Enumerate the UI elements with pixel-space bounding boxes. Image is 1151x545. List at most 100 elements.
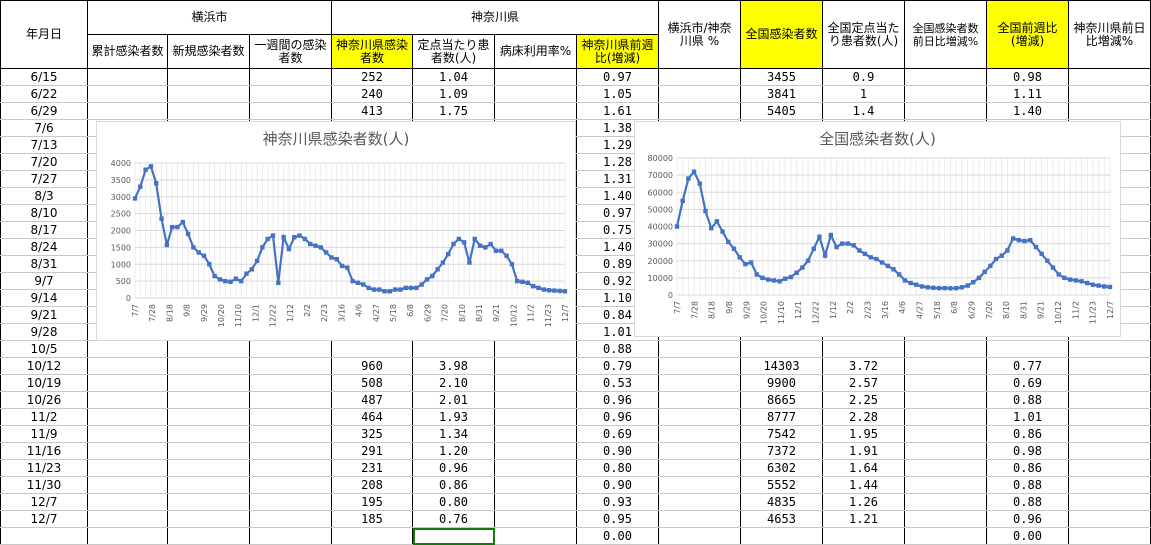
- cell-national-dod[interactable]: [904, 85, 987, 103]
- cell-bed-rate[interactable]: [494, 68, 577, 86]
- cell-weekly[interactable]: [249, 425, 332, 443]
- cell-kanagawa-dod[interactable]: [1068, 357, 1151, 375]
- cell-date[interactable]: 9/14: [0, 289, 88, 307]
- cell-kanagawa-wow[interactable]: 0.95: [576, 510, 659, 528]
- chart-kanagawa[interactable]: 神奈川県感染者数(人) 0 500 1000 1500 2000 2500 3000 3500…: [96, 121, 576, 341]
- cell-kanagawa-cases[interactable]: 413: [331, 102, 413, 120]
- cell-date[interactable]: 10/12: [0, 357, 88, 375]
- cell-kanagawa-dod[interactable]: [1068, 68, 1151, 86]
- cell-yoko-kana-pct[interactable]: [658, 68, 741, 86]
- cell-kanagawa-wow[interactable]: 0.90: [576, 442, 659, 460]
- cell-cumulative[interactable]: [87, 442, 168, 460]
- cell-national-dod[interactable]: [904, 493, 987, 511]
- cell-national-cases[interactable]: 3841: [740, 85, 823, 103]
- cell-date[interactable]: 7/27: [0, 170, 88, 188]
- cell-new-cases[interactable]: [167, 85, 250, 103]
- cell-national-wow[interactable]: 1.01: [986, 408, 1069, 426]
- cell-yoko-kana-pct[interactable]: [658, 374, 741, 392]
- cell-new-cases[interactable]: [167, 374, 250, 392]
- cell-per-site[interactable]: 0.96: [412, 459, 495, 477]
- cell-national-wow[interactable]: 0.86: [986, 425, 1069, 443]
- cell-weekly[interactable]: [249, 374, 332, 392]
- cell-per-site[interactable]: 2.01: [412, 391, 495, 409]
- cell-bed-rate[interactable]: [494, 391, 577, 409]
- header-new-cases[interactable]: 新規感染者数: [167, 34, 250, 69]
- cell-yoko-kana-pct[interactable]: [658, 442, 741, 460]
- cell-yoko-kana-pct[interactable]: [658, 493, 741, 511]
- cell-per-site[interactable]: 1.20: [412, 442, 495, 460]
- cell-weekly[interactable]: [249, 442, 332, 460]
- cell-new-cases[interactable]: [167, 391, 250, 409]
- cell-new-cases[interactable]: [167, 493, 250, 511]
- cell-date[interactable]: 6/15: [0, 68, 88, 86]
- cell-national-dod[interactable]: [904, 102, 987, 120]
- cell-yoko-kana-pct[interactable]: [658, 357, 741, 375]
- header-kanagawa[interactable]: 神奈川県: [331, 0, 659, 35]
- cell-per-site[interactable]: [412, 340, 495, 358]
- cell-cumulative[interactable]: [87, 493, 168, 511]
- cell-national-cases[interactable]: 7372: [740, 442, 823, 460]
- cell-kanagawa-wow[interactable]: 0.79: [576, 357, 659, 375]
- cell-new-cases[interactable]: [167, 68, 250, 86]
- cell-bed-rate[interactable]: [494, 374, 577, 392]
- cell-cumulative[interactable]: [87, 391, 168, 409]
- cell-national-wow[interactable]: 0.77: [986, 357, 1069, 375]
- cell-date[interactable]: 10/19: [0, 374, 88, 392]
- cell-national-cases[interactable]: 4653: [740, 510, 823, 528]
- cell-kanagawa-dod[interactable]: [1068, 374, 1151, 392]
- cell-new-cases[interactable]: [167, 459, 250, 477]
- cell-new-cases[interactable]: [167, 408, 250, 426]
- cell-per-site[interactable]: 0.86: [412, 476, 495, 494]
- cell-kanagawa-dod[interactable]: [1068, 442, 1151, 460]
- cell-national-dod[interactable]: [904, 510, 987, 528]
- cell-kanagawa-cases[interactable]: 208: [331, 476, 413, 494]
- cell-date[interactable]: 12/7: [0, 510, 88, 528]
- header-national-dod[interactable]: 全国感染者数前日比増減%: [904, 0, 987, 69]
- cell-bed-rate[interactable]: [494, 408, 577, 426]
- cell-national-per-site[interactable]: 2.25: [822, 391, 905, 409]
- cell-national-dod[interactable]: [904, 476, 987, 494]
- cell-weekly[interactable]: [249, 493, 332, 511]
- cell-national-cases[interactable]: [740, 527, 823, 545]
- cell-weekly[interactable]: [249, 102, 332, 120]
- cell-bed-rate[interactable]: [494, 476, 577, 494]
- cell-national-per-site[interactable]: 1.91: [822, 442, 905, 460]
- cell-yoko-kana-pct[interactable]: [658, 408, 741, 426]
- cell-kanagawa-wow[interactable]: 0.96: [576, 408, 659, 426]
- cell-per-site[interactable]: 1.93: [412, 408, 495, 426]
- cell-per-site[interactable]: 3.98: [412, 357, 495, 375]
- header-yoko-kana-pct[interactable]: 横浜市/神奈川県 %: [658, 0, 741, 69]
- cell-national-per-site[interactable]: 1: [822, 85, 905, 103]
- cell-kanagawa-wow[interactable]: 0.93: [576, 493, 659, 511]
- cell-per-site[interactable]: [412, 527, 495, 545]
- cell-per-site[interactable]: 2.10: [412, 374, 495, 392]
- cell-weekly[interactable]: [249, 68, 332, 86]
- cell-bed-rate[interactable]: [494, 340, 577, 358]
- cell-bed-rate[interactable]: [494, 85, 577, 103]
- cell-national-cases[interactable]: 4835: [740, 493, 823, 511]
- header-kanagawa-cases[interactable]: 神奈川県感染者数: [331, 34, 413, 69]
- cell-yoko-kana-pct[interactable]: [658, 459, 741, 477]
- cell-new-cases[interactable]: [167, 425, 250, 443]
- cell-weekly[interactable]: [249, 391, 332, 409]
- cell-date[interactable]: 7/6: [0, 119, 88, 137]
- cell-kanagawa-dod[interactable]: [1068, 476, 1151, 494]
- header-yokohama[interactable]: 横浜市: [87, 0, 332, 35]
- cell-kanagawa-dod[interactable]: [1068, 493, 1151, 511]
- cell-new-cases[interactable]: [167, 357, 250, 375]
- cell-cumulative[interactable]: [87, 459, 168, 477]
- cell-bed-rate[interactable]: [494, 510, 577, 528]
- cell-national-per-site[interactable]: 3.72: [822, 357, 905, 375]
- cell-kanagawa-dod[interactable]: [1068, 102, 1151, 120]
- cell-national-per-site[interactable]: 1.44: [822, 476, 905, 494]
- cell-kanagawa-cases[interactable]: 960: [331, 357, 413, 375]
- cell-yoko-kana-pct[interactable]: [658, 527, 741, 545]
- cell-kanagawa-cases[interactable]: [331, 340, 413, 358]
- cell-kanagawa-cases[interactable]: 195: [331, 493, 413, 511]
- cell-date[interactable]: [0, 527, 88, 545]
- cell-date[interactable]: 11/23: [0, 459, 88, 477]
- cell-date[interactable]: 7/20: [0, 153, 88, 171]
- cell-per-site[interactable]: 0.76: [412, 510, 495, 528]
- cell-date[interactable]: 8/24: [0, 238, 88, 256]
- cell-bed-rate[interactable]: [494, 493, 577, 511]
